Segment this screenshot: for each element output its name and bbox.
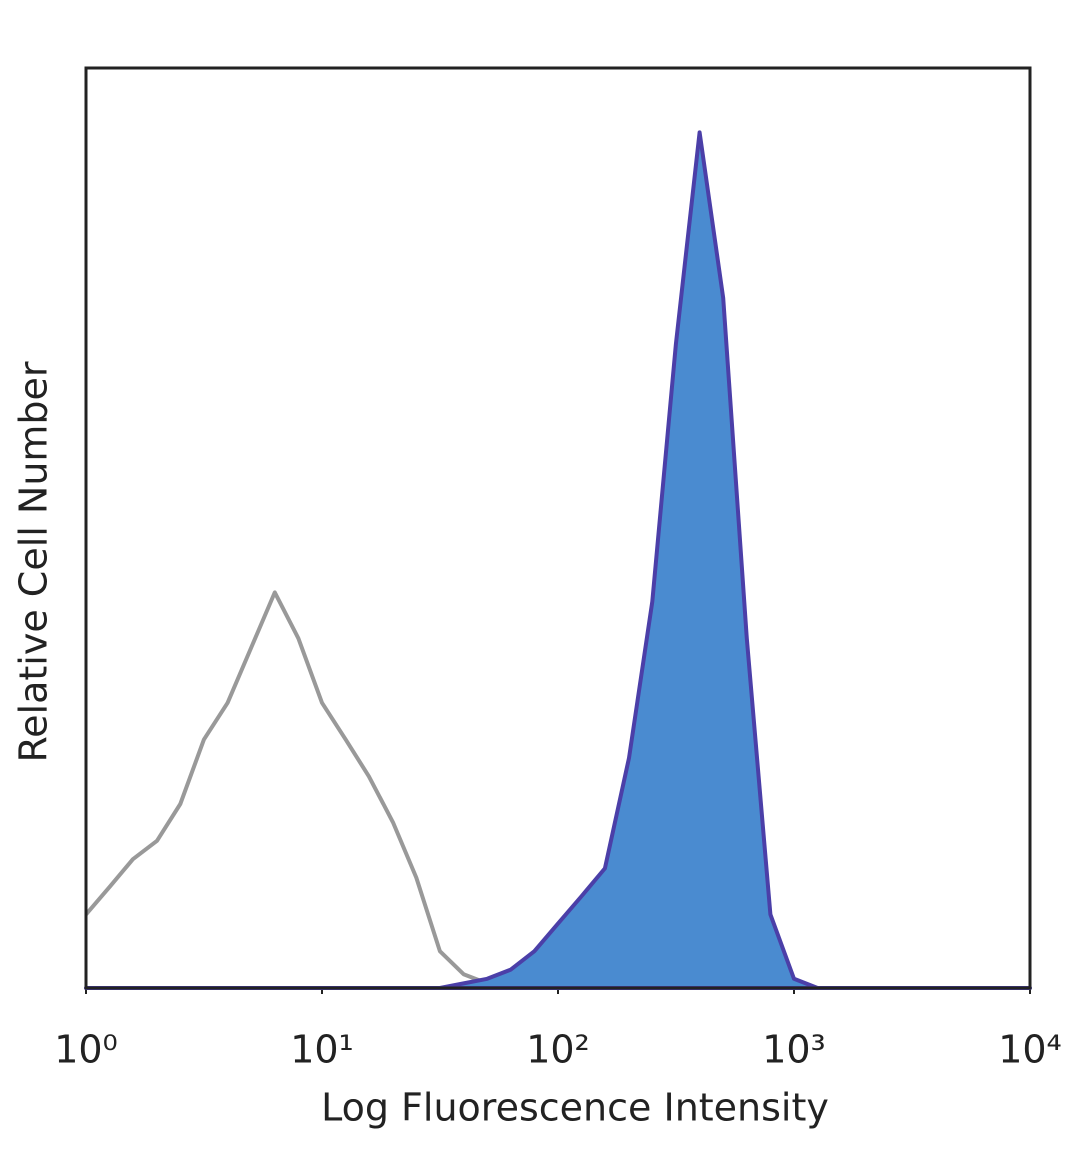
x-tick-label: 10⁰: [54, 1028, 118, 1072]
y-axis-title: Relative Cell Number: [12, 361, 56, 762]
x-tick-label: 10²: [526, 1028, 590, 1072]
x-tick-label: 10¹: [290, 1028, 354, 1072]
plot-frame: [84, 66, 1032, 990]
x-axis-title: Log Fluorescence Intensity: [321, 1086, 829, 1130]
x-tick-label: 10³: [762, 1028, 826, 1072]
x-tick-label: 10⁴: [998, 1028, 1062, 1072]
histogram-area: [84, 130, 1032, 990]
